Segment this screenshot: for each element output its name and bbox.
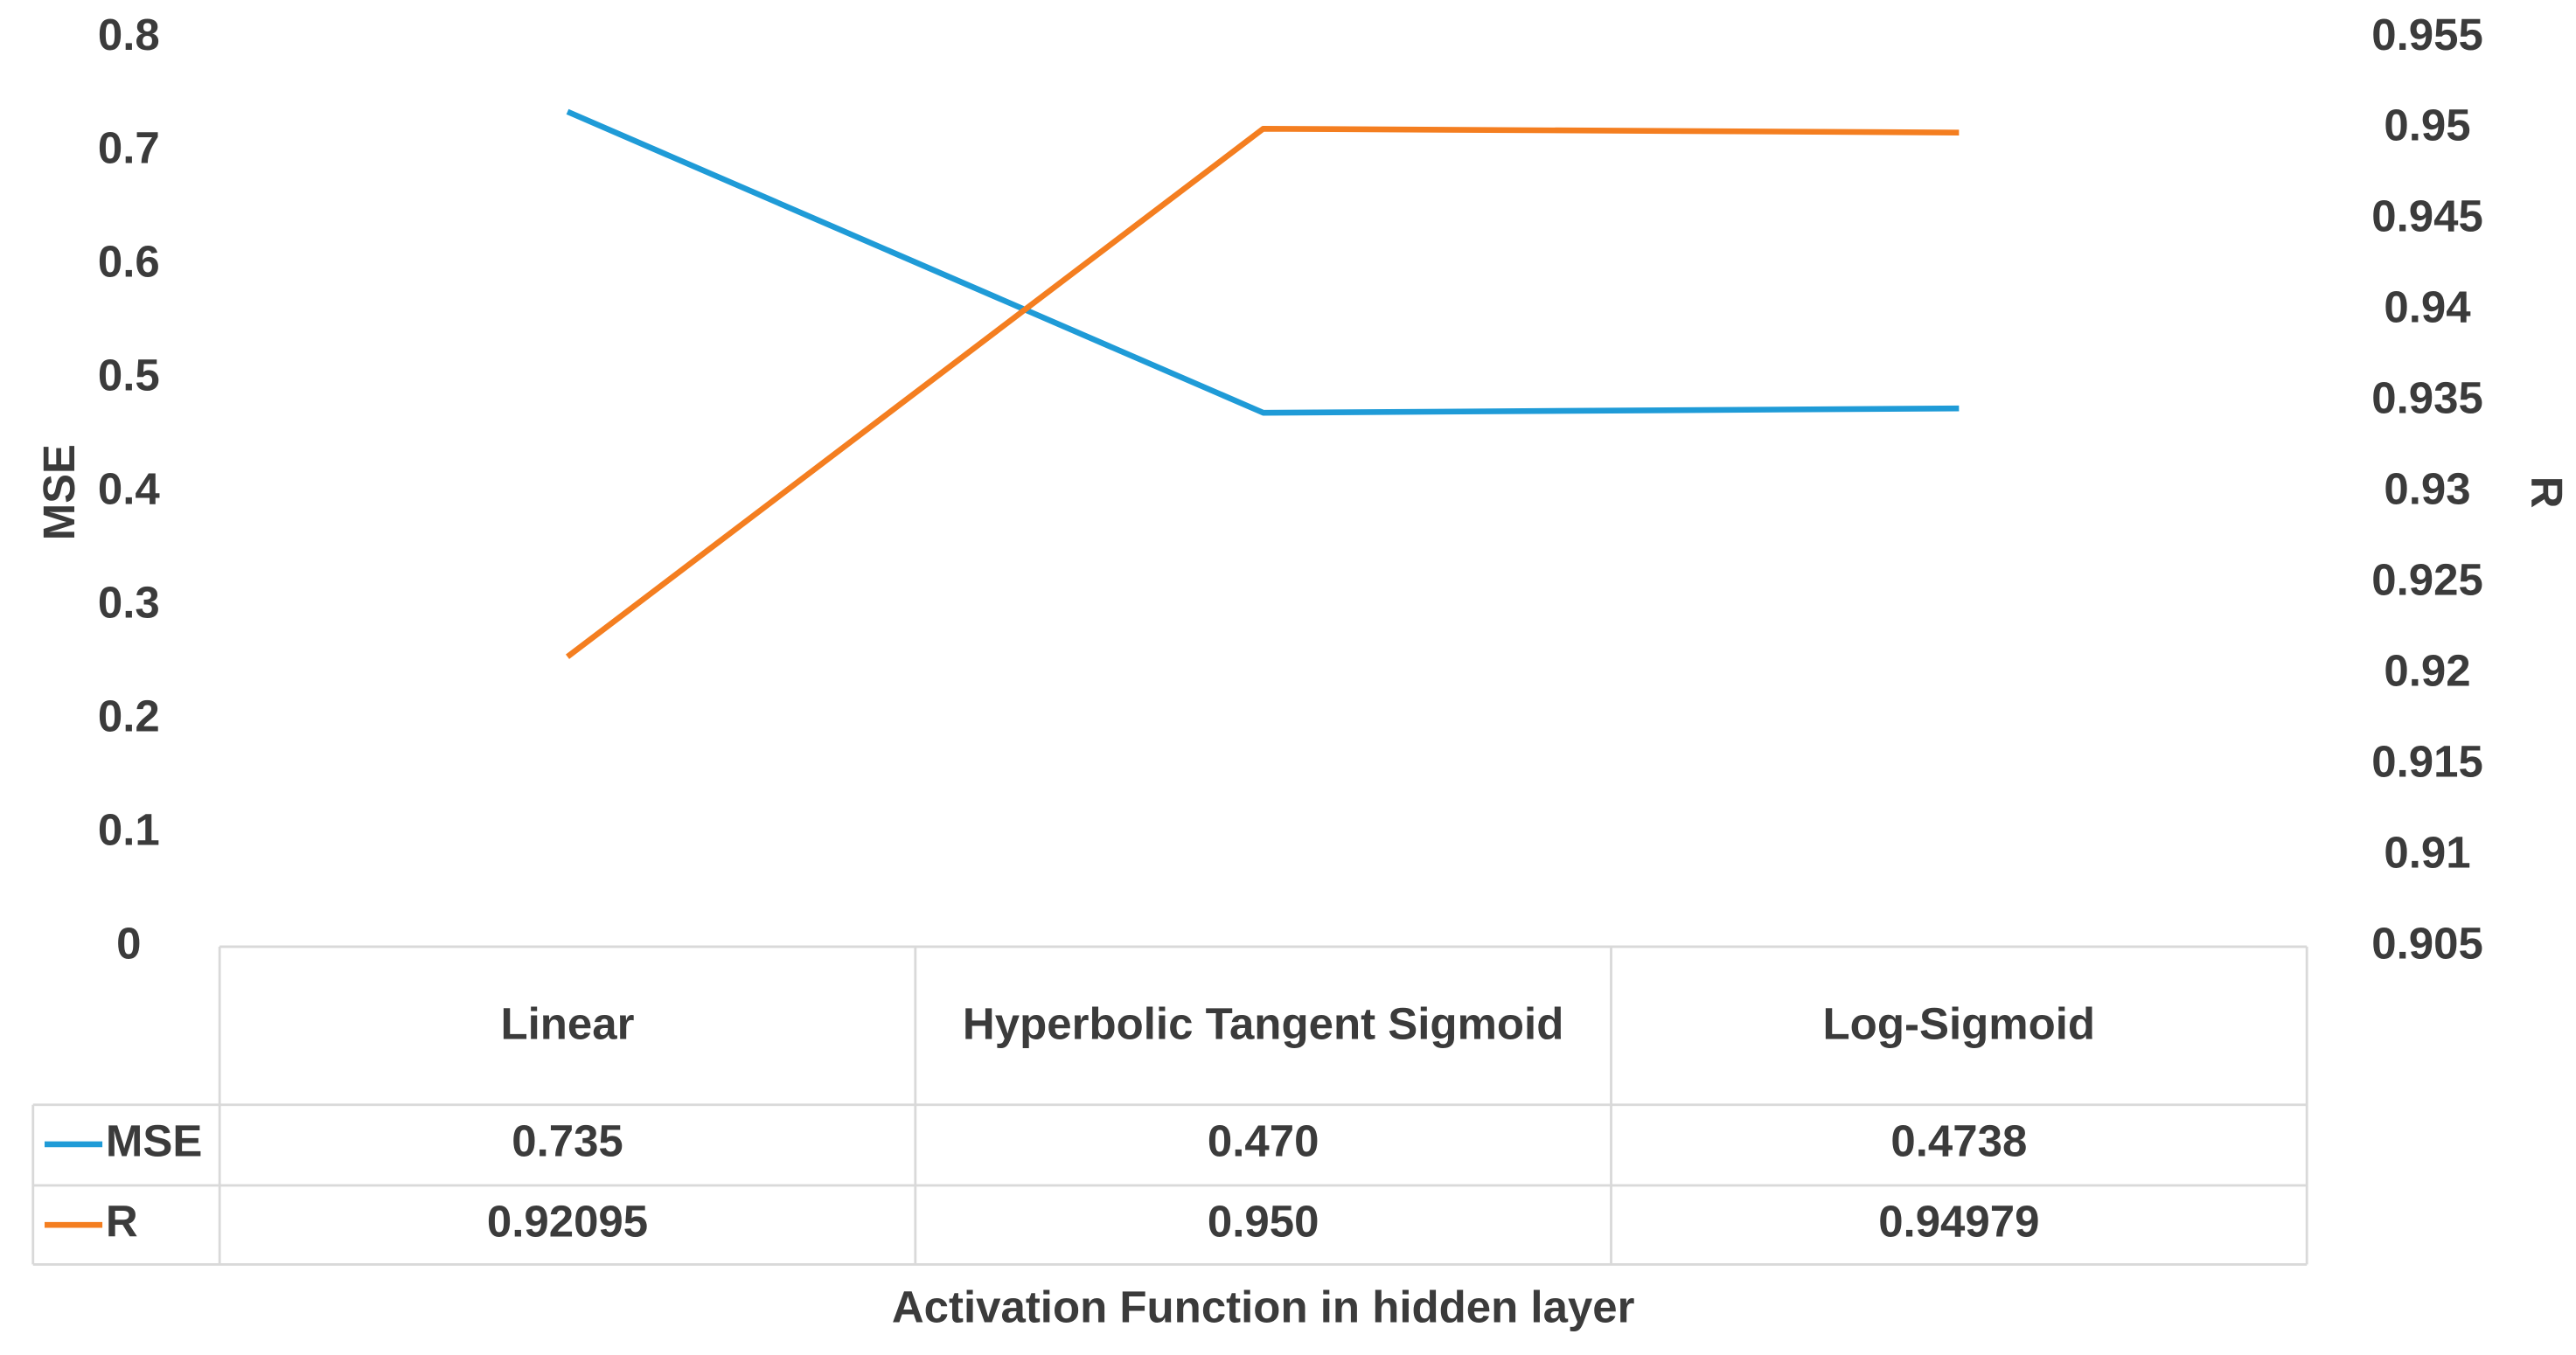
table-value: 0.94979 xyxy=(1878,1197,2039,1247)
y-tick-label: 0.8 xyxy=(98,10,160,59)
y2-tick-label: 0.91 xyxy=(2384,827,2470,877)
y-tick-label: 0.3 xyxy=(98,578,160,628)
table-value: 0.950 xyxy=(1208,1197,1319,1247)
y2-tick-label: 0.955 xyxy=(2371,10,2483,59)
y2-tick-label: 0.915 xyxy=(2371,737,2483,787)
x-tick-label: Linear xyxy=(500,999,635,1050)
y2-tick-label: 0.95 xyxy=(2384,101,2470,150)
y-tick-label: 0.4 xyxy=(98,464,161,514)
series-line xyxy=(566,125,1960,659)
y2-tick-label: 0.94 xyxy=(2384,282,2471,332)
x-tick-label-box: Log-Sigmoid xyxy=(1822,999,2096,1050)
x-tick-label-box: Hyperbolic Tangent Sigmoid xyxy=(962,999,1564,1050)
y-tick-label: 0 xyxy=(116,918,141,968)
x-tick-label: Log-Sigmoid xyxy=(1822,999,2096,1050)
y-axis-title: MSE xyxy=(34,444,84,540)
y2-tick-label: 0.945 xyxy=(2371,191,2483,241)
y2-axis-title: R xyxy=(2522,476,2572,509)
y-tick-label: 0.5 xyxy=(98,351,160,400)
table-value: 0.92095 xyxy=(487,1197,648,1247)
table-value: 0.470 xyxy=(1208,1115,1319,1165)
legend-label: MSE xyxy=(106,1115,202,1165)
series-line xyxy=(566,108,1960,416)
y-tick-label: 0.7 xyxy=(98,123,160,173)
y2-tick-label: 0.905 xyxy=(2371,918,2483,968)
legend-label: R xyxy=(106,1197,138,1247)
y2-tick-label: 0.92 xyxy=(2384,646,2470,696)
x-axis-title: Activation Function in hidden layer xyxy=(892,1282,1635,1332)
y-tick-label: 0.6 xyxy=(98,237,160,287)
x-tick-label-box: Linear xyxy=(500,999,635,1050)
y-tick-label: 0.2 xyxy=(98,691,160,741)
y2-tick-label: 0.925 xyxy=(2371,555,2483,605)
table-value: 0.4738 xyxy=(1890,1115,2027,1165)
y2-tick-label: 0.93 xyxy=(2384,464,2470,514)
y-tick-label: 0.1 xyxy=(98,804,160,854)
x-tick-label: Hyperbolic Tangent Sigmoid xyxy=(962,999,1564,1050)
table-value: 0.735 xyxy=(512,1115,623,1165)
y2-tick-label: 0.935 xyxy=(2371,373,2483,423)
